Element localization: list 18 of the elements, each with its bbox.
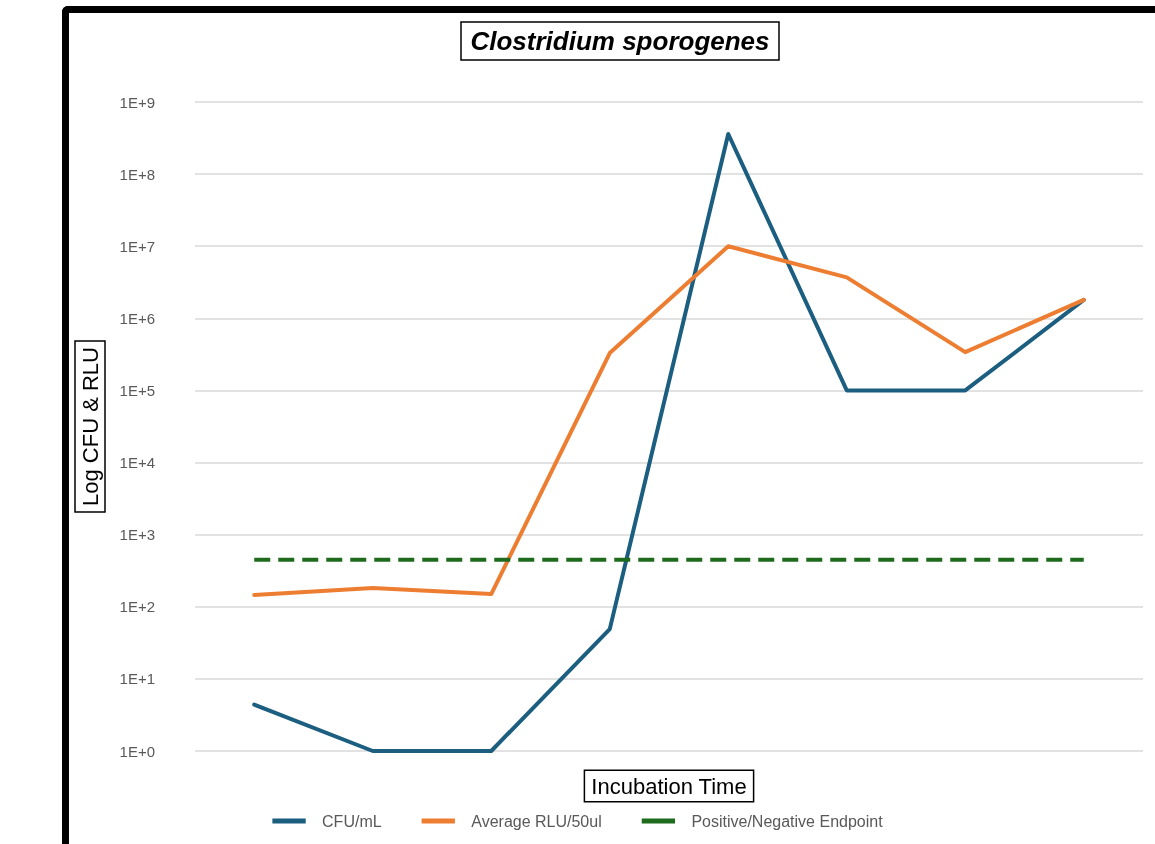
y-tick-label: 1E+7 — [119, 237, 155, 255]
y-tick-label: 1E+2 — [119, 598, 155, 616]
line-series — [252, 132, 1086, 753]
y-tick-label: 1E+6 — [119, 309, 155, 327]
y-tick-label: 1E+9 — [119, 93, 155, 111]
y-tick-label: 1E+4 — [119, 454, 155, 472]
y-tick-label: 1E+8 — [119, 165, 155, 183]
y-tick-label: 1E+0 — [119, 742, 155, 760]
y-tick-label: 1E+5 — [119, 381, 155, 399]
x-axis-title: Incubation Time — [591, 773, 747, 799]
y-axis-title: Log CFU & RLU — [77, 347, 103, 506]
legend-label: Positive/Negative Endpoint — [691, 812, 884, 830]
legend-label: CFU/mL — [322, 812, 382, 830]
line-series — [252, 244, 1086, 597]
chart-title: Clostridium sporogenes — [470, 26, 770, 56]
y-tick-label: 1E+1 — [119, 670, 155, 688]
y-tick-label: 1E+3 — [119, 526, 155, 544]
legend-label: Average RLU/50ul — [471, 812, 602, 830]
